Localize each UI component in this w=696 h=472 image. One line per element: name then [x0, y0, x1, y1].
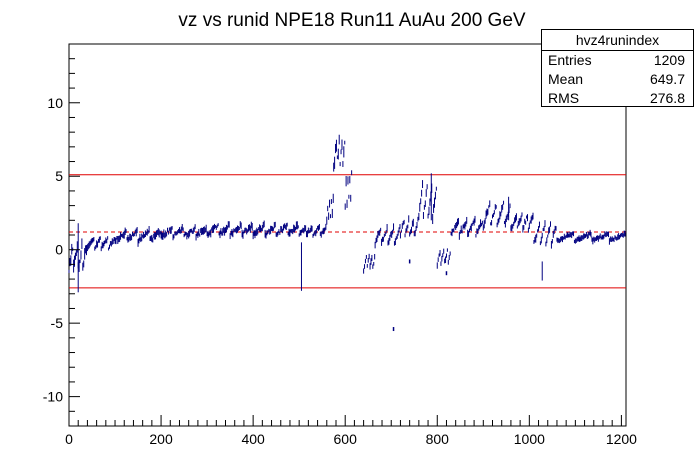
stats-mean-value: 649.7 — [649, 71, 685, 87]
y-tick-label: 5 — [55, 168, 63, 184]
x-tick-label: 1000 — [514, 431, 545, 447]
x-tick-label: 0 — [65, 431, 73, 447]
stats-box: hvz4runindex Entries 1209 Mean 649.7 RMS… — [541, 29, 694, 107]
stats-row-mean: Mean 649.7 — [542, 70, 693, 89]
y-tick-label: -5 — [51, 315, 64, 331]
stats-entries-label: Entries — [548, 52, 592, 68]
y-tick-label: 10 — [47, 95, 63, 111]
stats-histogram-name: hvz4runindex — [542, 30, 693, 51]
stats-entries-value: 1209 — [653, 52, 685, 68]
x-tick-label: 600 — [334, 431, 358, 447]
x-tick-label: 1200 — [606, 431, 637, 447]
y-tick-label: 0 — [55, 242, 63, 258]
x-tick-label: 800 — [426, 431, 450, 447]
y-tick-label: -10 — [43, 389, 63, 405]
data-points — [68, 134, 626, 332]
x-tick-label: 200 — [149, 431, 173, 447]
x-tick-label: 400 — [241, 431, 265, 447]
stats-row-rms: RMS 276.8 — [542, 89, 693, 108]
axes: 0 200 400 600 800 1000 1200 -10 -5 0 5 10 — [43, 43, 637, 447]
chart-title: vz vs runid NPE18 Run11 AuAu 200 GeV — [178, 10, 525, 31]
reference-lines — [69, 174, 626, 289]
stats-rms-value: 276.8 — [649, 90, 685, 106]
stats-rms-label: RMS — [548, 90, 580, 106]
stats-row-entries: Entries 1209 — [542, 51, 693, 70]
stats-mean-label: Mean — [548, 71, 584, 87]
